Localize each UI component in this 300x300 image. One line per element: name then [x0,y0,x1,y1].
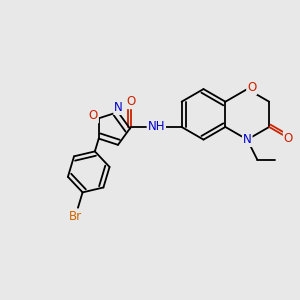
Text: O: O [127,95,136,108]
Text: O: O [247,81,256,94]
Text: O: O [89,110,98,122]
Text: N: N [243,133,252,146]
Text: NH: NH [148,121,165,134]
Text: N: N [114,101,123,114]
Text: O: O [284,132,293,145]
Text: Br: Br [69,209,82,223]
